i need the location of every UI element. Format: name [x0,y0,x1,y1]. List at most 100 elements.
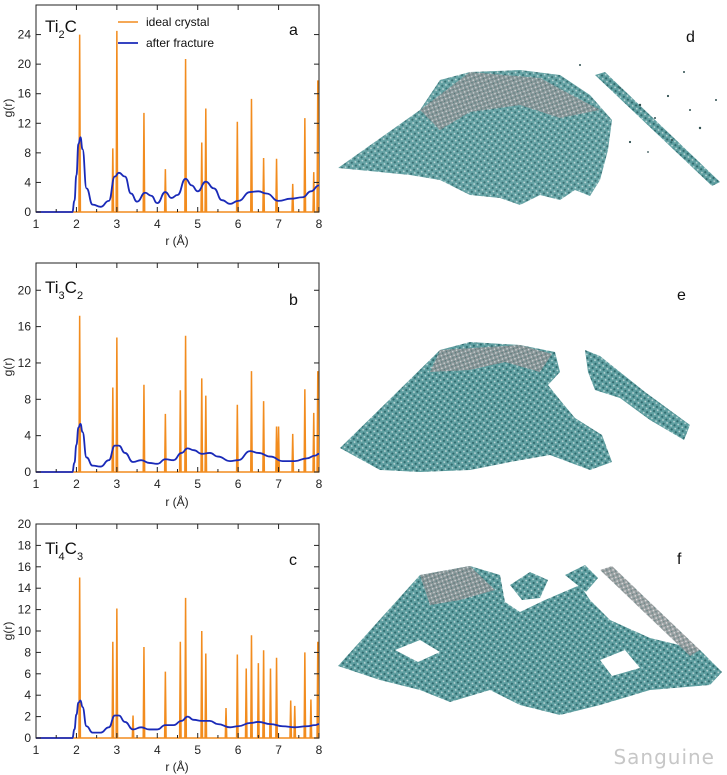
after-fracture-curve [36,422,320,473]
after-fracture-curve [36,136,320,213]
x-tick-label: 1 [33,743,40,757]
panel-letter: b [289,292,298,309]
ideal-crystal-line [36,30,320,213]
y-tick-label: 10 [18,624,32,638]
y-axis-title: g(r) [1,358,15,377]
y-tick-label: 16 [18,560,32,574]
x-tick-label: 4 [154,743,161,757]
after-fracture-line [36,699,320,739]
x-tick-label: 8 [316,477,323,491]
mesh-fragment [585,350,690,440]
mesh-fold [420,566,495,605]
mesh-edge [600,566,700,656]
x-tick-label: 8 [316,217,323,231]
panel-letter: f [677,551,682,568]
y-axis-title: g(r) [1,622,15,641]
atom-debris [579,64,717,153]
fractured-structure-e: e [340,287,690,472]
y-ticks: 0 2 4 6 8 10 12 14 16 18 20 [18,517,319,745]
y-tick-label: 20 [18,517,32,531]
y-tick-label: 20 [18,283,32,297]
y-tick-label: 4 [24,429,31,443]
y-tick-label: 2 [24,710,31,724]
x-ticks: 1 2 3 4 5 6 7 8 [33,5,323,231]
x-tick-label: 5 [194,217,201,231]
mesh-fragment [565,565,598,592]
y-ticks: 0 4 8 12 16 20 24 [18,28,319,219]
x-tick-label: 7 [275,217,282,231]
y-tick-label: 0 [24,205,31,219]
x-tick-label: 4 [154,217,161,231]
y-tick-label: 8 [24,392,31,406]
panel-letter: d [686,29,695,46]
y-tick-label: 8 [24,645,31,659]
mesh-fragment [510,572,548,600]
x-axis-title: r (Å) [165,494,188,509]
mesh-strip [595,72,720,186]
y-tick-label: 12 [18,603,32,617]
x-tick-label: 5 [194,477,201,491]
x-axis-title: r (Å) [165,759,188,774]
x-tick-label: 5 [194,743,201,757]
x-tick-label: 1 [33,477,40,491]
after-fracture-curve [36,699,320,739]
y-tick-label: 16 [18,320,32,334]
watermark: Sanguine [613,745,715,769]
x-tick-label: 6 [235,217,242,231]
mesh-sheet [340,342,612,472]
chart-title: Ti3C2 [45,278,83,302]
x-ticks: 1 2 3 4 5 6 7 8 [33,263,323,491]
x-ticks: 1 2 3 4 5 6 7 8 [33,524,323,757]
legend: ideal crystal after fracture [118,15,214,50]
ideal-crystal-peaks [36,30,320,213]
y-tick-label: 12 [18,116,32,130]
x-tick-label: 6 [235,477,242,491]
y-ticks: 0 4 8 12 16 20 [18,283,319,479]
x-tick-label: 2 [73,477,80,491]
legend-ideal-label: ideal crystal [146,15,209,29]
y-tick-label: 14 [18,581,32,595]
y-tick-label: 16 [18,87,32,101]
chart-title: Ti2C [45,17,77,41]
y-tick-label: 6 [24,667,31,681]
after-fracture-line [36,422,320,473]
x-tick-label: 7 [275,743,282,757]
x-tick-label: 7 [275,477,282,491]
x-tick-label: 3 [114,477,121,491]
ideal-crystal-peaks [36,315,320,473]
after-fracture-line [36,136,320,213]
x-tick-label: 1 [33,217,40,231]
fractured-structure-d: d [338,29,720,205]
ideal-crystal-peaks [36,577,320,739]
mesh-hole [395,640,440,662]
y-axis-title: g(r) [1,99,15,118]
y-tick-label: 20 [18,57,32,71]
y-tick-label: 4 [24,688,31,702]
x-tick-label: 6 [235,743,242,757]
mesh-fold [430,345,552,372]
ideal-crystal-line [36,315,320,473]
y-tick-label: 18 [18,538,32,552]
x-tick-label: 3 [114,743,121,757]
mesh-hole [600,650,640,676]
y-tick-label: 4 [24,175,31,189]
panel-letter: c [289,552,297,569]
chart-title: Ti4C3 [45,539,83,563]
y-tick-label: 0 [24,465,31,479]
x-tick-label: 2 [73,217,80,231]
panel-letter: e [677,287,686,304]
panel-letter: a [289,22,298,39]
x-tick-label: 8 [316,743,323,757]
x-axis-title: r (Å) [165,233,188,248]
y-tick-label: 8 [24,146,31,160]
y-tick-label: 0 [24,731,31,745]
ideal-crystal-line [36,577,320,739]
mesh-fold [420,72,600,130]
x-tick-label: 2 [73,743,80,757]
fractured-structure-f: f [338,551,722,715]
y-tick-label: 12 [18,356,32,370]
x-tick-label: 3 [114,217,121,231]
